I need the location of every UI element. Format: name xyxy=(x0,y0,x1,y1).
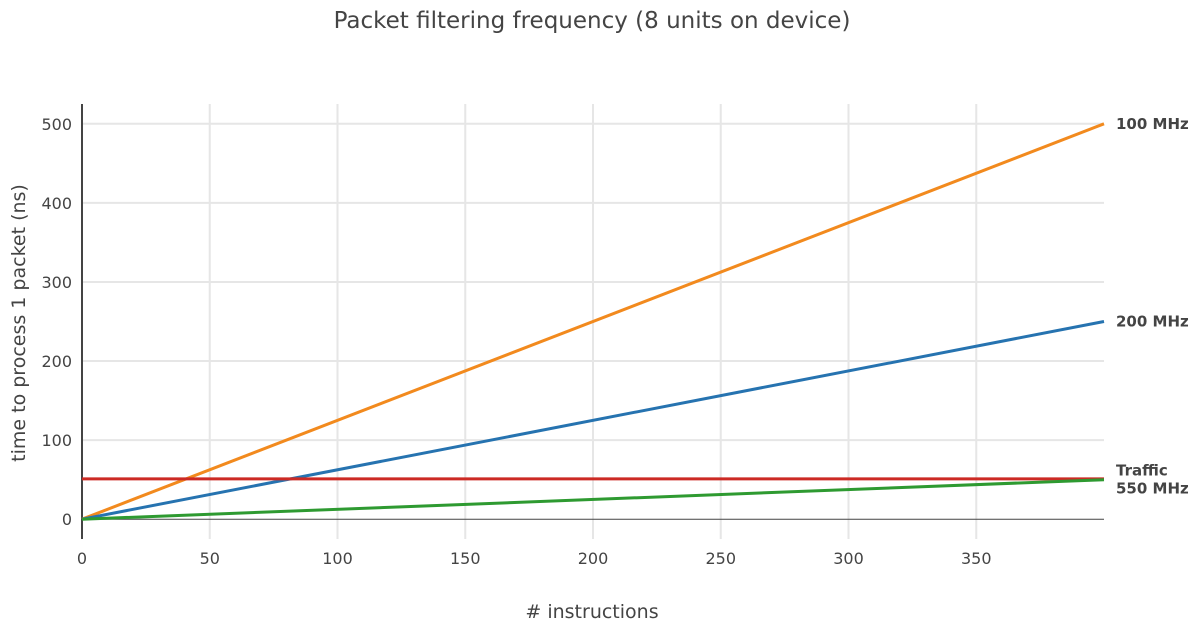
y-tick-label: 100 xyxy=(41,431,72,450)
grid-lines xyxy=(82,104,1104,539)
x-tick-label: 250 xyxy=(705,549,736,568)
x-tick-label: 100 xyxy=(322,549,353,568)
series-label-550-mhz: 550 MHz xyxy=(1116,479,1189,497)
y-tick-label: 400 xyxy=(41,194,72,213)
y-axis-title: time to process 1 packet (ns) xyxy=(8,184,30,462)
series-lines xyxy=(81,122,1105,521)
y-tick-label: 0 xyxy=(62,510,72,529)
y-tick-label: 200 xyxy=(41,352,72,371)
chart-title: Packet filtering frequency (8 units on d… xyxy=(334,8,851,34)
series-label-200-mhz: 200 MHz xyxy=(1116,313,1189,331)
tick-labels: 0 50 100 150 200 250 300 350 0 100 200 300 400 500 xyxy=(41,115,991,568)
axes xyxy=(81,104,1104,539)
y-tick-label: 500 xyxy=(41,115,72,134)
x-tick-label: 50 xyxy=(200,549,220,568)
series-line-200-mhz xyxy=(81,320,1105,521)
x-tick-label: 200 xyxy=(578,549,609,568)
series-line-550-mhz xyxy=(81,478,1105,521)
series-line-100-mhz xyxy=(81,122,1105,521)
series-label-100-mhz: 100 MHz xyxy=(1116,115,1189,133)
x-tick-label: 150 xyxy=(450,549,481,568)
x-tick-label: 0 xyxy=(77,549,87,568)
series-label-traffic: Traffic xyxy=(1116,461,1168,479)
y-tick-label: 300 xyxy=(41,273,72,292)
x-tick-label: 350 xyxy=(961,549,992,568)
x-axis-title: # instructions xyxy=(525,601,658,623)
x-tick-label: 300 xyxy=(833,549,864,568)
